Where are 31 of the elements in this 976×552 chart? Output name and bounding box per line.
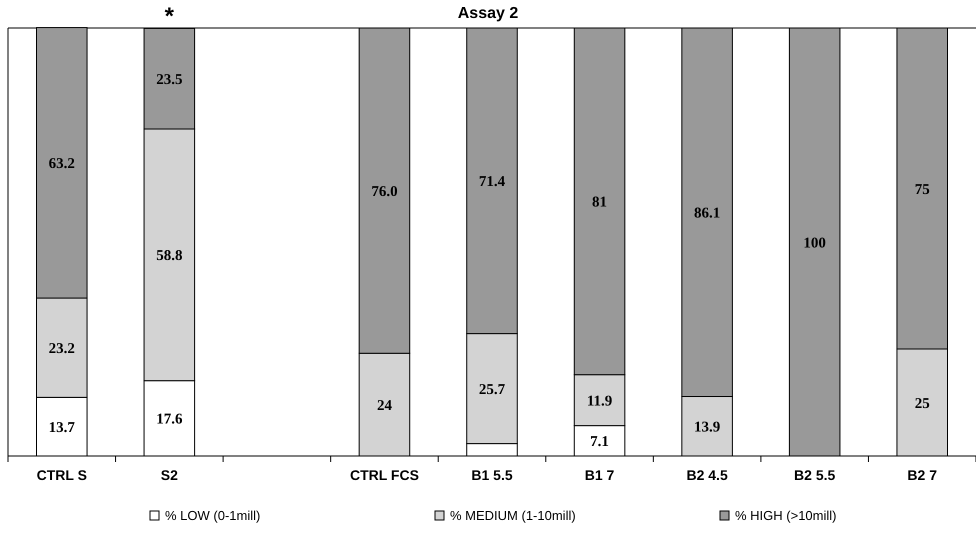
data-label: 71.4 bbox=[478, 174, 506, 190]
x-tick-label: CTRL FCS bbox=[350, 467, 419, 483]
data-label: 25 bbox=[914, 396, 930, 412]
data-label: 13.9 bbox=[694, 420, 720, 436]
x-tick-label: CTRL S bbox=[36, 467, 87, 483]
data-label: 25.7 bbox=[478, 382, 506, 398]
x-tick-label: S2 bbox=[160, 467, 178, 483]
x-tick-label: B2 4.5 bbox=[686, 467, 728, 483]
data-label: 11.9 bbox=[586, 393, 612, 410]
data-label: 23.2 bbox=[48, 340, 75, 357]
data-label: 23.5 bbox=[156, 72, 182, 88]
legend-label: % HIGH (>10mill) bbox=[735, 508, 836, 523]
data-label: 81 bbox=[592, 194, 608, 211]
data-label: 13.7 bbox=[48, 420, 76, 436]
legend-label: % MEDIUM (1-10mill) bbox=[450, 508, 576, 523]
data-label: 63.2 bbox=[48, 156, 75, 172]
data-label: 24 bbox=[376, 398, 392, 414]
data-label: 58.8 bbox=[156, 248, 182, 264]
data-label: 17.6 bbox=[156, 412, 183, 428]
chart-title: Assay 2 bbox=[458, 5, 518, 22]
data-label: 86.1 bbox=[694, 206, 720, 222]
data-label: 76.0 bbox=[371, 184, 398, 200]
annotation: * bbox=[164, 3, 175, 30]
legend-label: % LOW (0-1mill) bbox=[165, 508, 260, 523]
x-tick-label: B2 7 bbox=[907, 467, 938, 483]
x-tick-label: B1 5.5 bbox=[471, 467, 513, 483]
data-label: 7.1 bbox=[590, 434, 609, 450]
data-label: 75 bbox=[914, 182, 930, 198]
x-tick-label: B2 5.5 bbox=[794, 467, 836, 483]
data-label: 100 bbox=[803, 235, 826, 252]
x-tick-label: B1 7 bbox=[584, 467, 615, 483]
